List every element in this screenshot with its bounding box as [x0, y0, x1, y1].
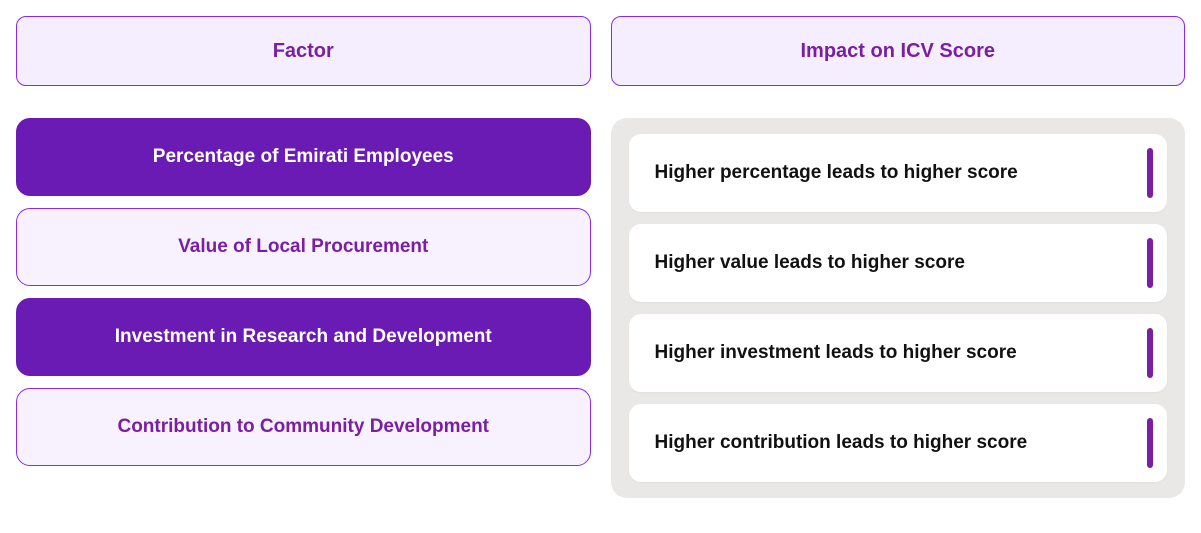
- header-impact: Impact on ICV Score: [611, 16, 1186, 86]
- factor-label: Investment in Research and Development: [115, 326, 492, 348]
- factor-label: Value of Local Procurement: [178, 236, 428, 258]
- header-factor-label: Factor: [273, 40, 334, 63]
- factor-label: Percentage of Emirati Employees: [153, 146, 454, 168]
- factor-pill: Percentage of Emirati Employees: [16, 118, 591, 196]
- impact-label: Higher contribution leads to higher scor…: [655, 432, 1028, 454]
- impact-label: Higher percentage leads to higher score: [655, 162, 1018, 184]
- factor-label: Contribution to Community Development: [117, 416, 489, 438]
- impact-row: Higher value leads to higher score: [629, 224, 1168, 302]
- icv-factor-table: Factor Impact on ICV Score Percentage of…: [16, 16, 1185, 498]
- header-impact-label: Impact on ICV Score: [801, 40, 996, 63]
- header-factor: Factor: [16, 16, 591, 86]
- impact-row: Higher percentage leads to higher score: [629, 134, 1168, 212]
- impact-row: Higher investment leads to higher score: [629, 314, 1168, 392]
- factor-pill: Contribution to Community Development: [16, 388, 591, 466]
- impact-label: Higher value leads to higher score: [655, 252, 965, 274]
- impact-row: Higher contribution leads to higher scor…: [629, 404, 1168, 482]
- impact-panel: Higher percentage leads to higher score …: [611, 118, 1186, 498]
- factor-pill: Investment in Research and Development: [16, 298, 591, 376]
- factor-column: Percentage of Emirati Employees Value of…: [16, 118, 591, 498]
- impact-label: Higher investment leads to higher score: [655, 342, 1017, 364]
- factor-pill: Value of Local Procurement: [16, 208, 591, 286]
